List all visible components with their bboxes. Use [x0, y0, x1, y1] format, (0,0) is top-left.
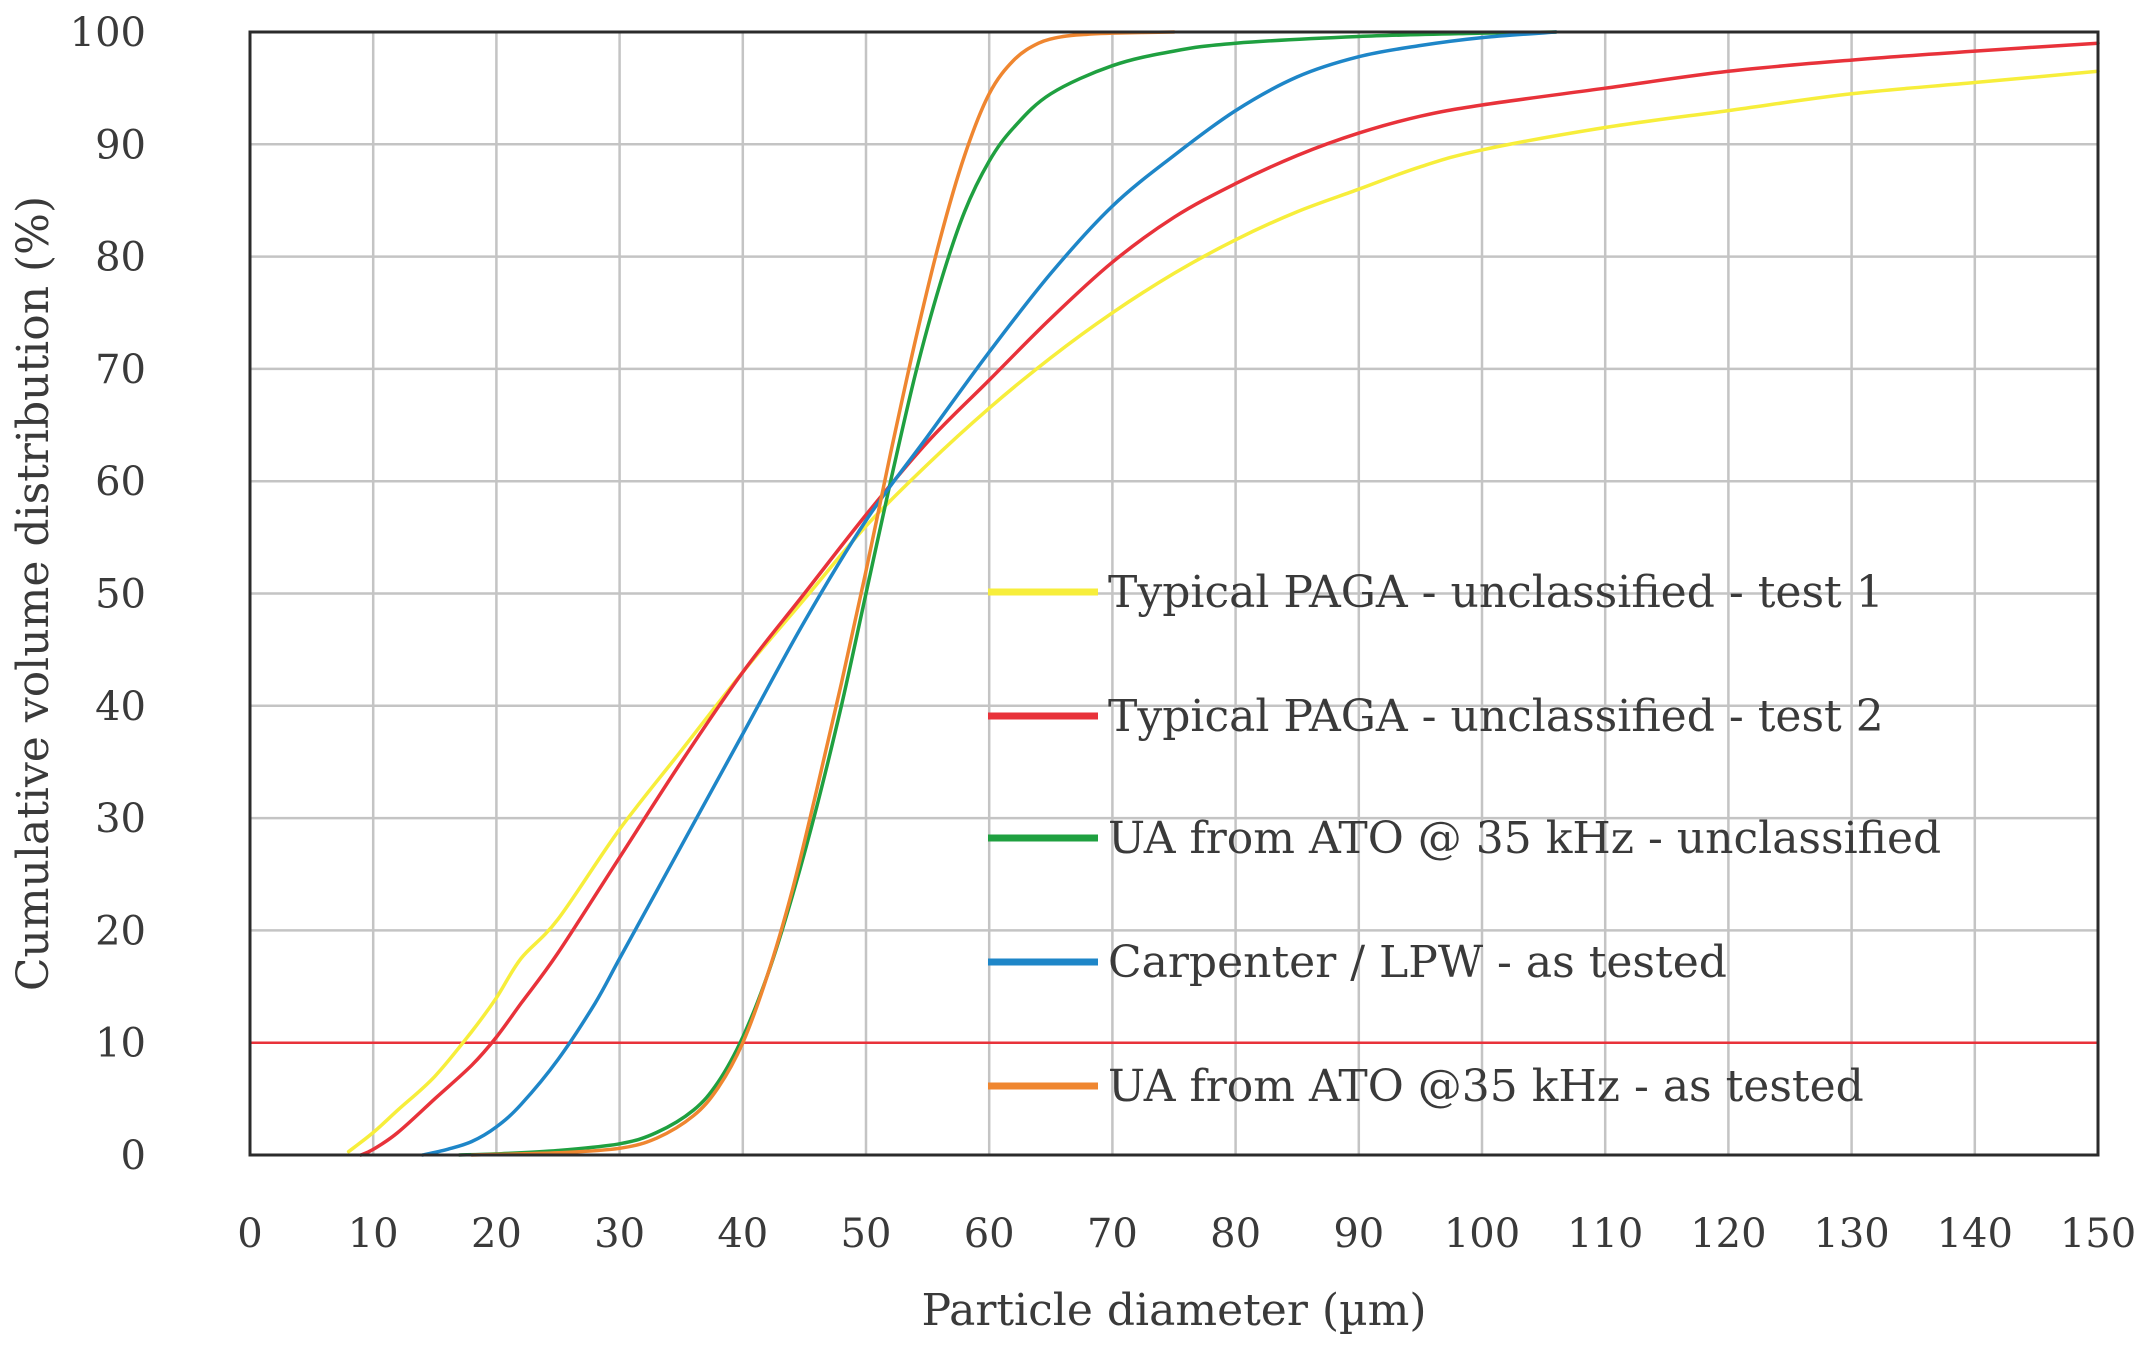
y-tick-label: 0: [121, 1133, 146, 1179]
x-tick-labels: 0 10 20 30 40 50 60 70 80 90 100 110 120 130 140 150: [237, 1211, 2136, 1257]
legend-label-4: Carpenter / LPW - as tested: [1108, 937, 1727, 988]
x-tick-label: 10: [348, 1211, 399, 1257]
series-line-3: [457, 30, 1558, 1157]
x-tick-label: 80: [1210, 1211, 1261, 1257]
x-tick-label: 100: [1444, 1211, 1520, 1257]
y-tick-label: 80: [95, 235, 146, 281]
x-tick-label: 60: [964, 1211, 1015, 1257]
x-tick-label: 140: [1937, 1211, 2013, 1257]
y-tick-label: 70: [95, 347, 146, 393]
x-tick-label: 20: [471, 1211, 522, 1257]
y-tick-label: 20: [95, 908, 146, 954]
y-tick-label: 10: [95, 1021, 146, 1067]
x-tick-label: 110: [1567, 1211, 1643, 1257]
legend-label-5: UA from ATO @35 kHz - as tested: [1108, 1061, 1864, 1112]
legend-label-1: Typical PAGA - unclassified - test 1: [1108, 567, 1884, 618]
y-tick-label: 60: [95, 459, 146, 505]
series-line-5: [470, 30, 1176, 1157]
series-line-2: [359, 41, 2100, 1157]
grid: [250, 32, 2098, 1155]
x-tick-label: 150: [2060, 1211, 2136, 1257]
series-line-1: [346, 69, 2100, 1154]
series-lines: [346, 30, 2100, 1157]
y-tick-label: 100: [70, 10, 146, 56]
x-tick-label: 0: [237, 1211, 262, 1257]
legend-label-3: UA from ATO @ 35 kHz - unclassified: [1108, 813, 1941, 864]
x-tick-label: 30: [594, 1211, 645, 1257]
x-tick-label: 50: [841, 1211, 892, 1257]
legend: Typical PAGA - unclassified - test 1 Typi…: [988, 567, 1941, 1112]
series-line-4: [420, 30, 1558, 1157]
x-tick-label: 70: [1087, 1211, 1138, 1257]
y-tick-label: 90: [95, 122, 146, 168]
y-tick-label: 30: [95, 796, 146, 842]
plot-frame: [248, 30, 2100, 1157]
legend-label-2: Typical PAGA - unclassified - test 2: [1108, 691, 1884, 742]
y-tick-label: 40: [95, 684, 146, 730]
x-tick-label: 120: [1690, 1211, 1766, 1257]
y-tick-label: 50: [95, 572, 146, 618]
y-tick-labels: 0 10 20 30 40 50 60 70 80 90 100: [70, 10, 146, 1179]
x-axis-title: Particle diameter (µm): [921, 1285, 1426, 1336]
x-tick-label: 40: [717, 1211, 768, 1257]
x-tick-label: 90: [1333, 1211, 1384, 1257]
y-axis-title: Cumulative volume distribution (%): [8, 196, 59, 991]
x-tick-label: 130: [1813, 1211, 1889, 1257]
